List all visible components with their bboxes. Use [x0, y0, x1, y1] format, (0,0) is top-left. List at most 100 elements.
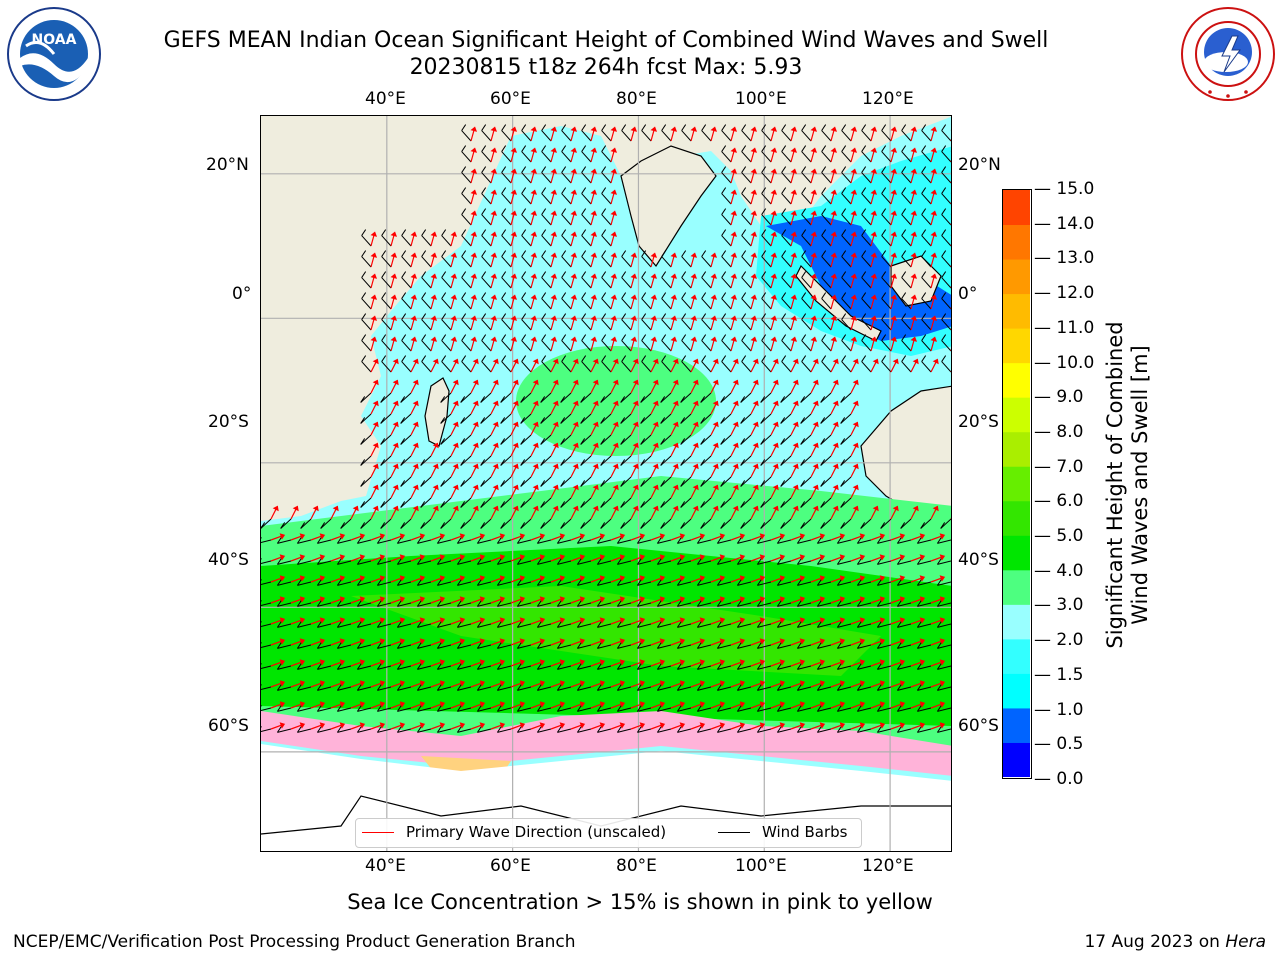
wind-barb-shaft: [677, 539, 692, 544]
wind-barb-shaft: [677, 581, 692, 586]
wave-arrow-head: [599, 554, 606, 561]
wave-arrow-head: [710, 126, 718, 132]
wave-direction-arrow: [430, 445, 437, 457]
wind-barb-flag: [740, 396, 746, 403]
wave-direction-arrow: [930, 172, 935, 184]
lat-label-left-60s: 60°S: [208, 716, 249, 736]
wind-barb-flag: [701, 355, 707, 362]
wind-barb-flag: [700, 501, 706, 508]
wind-barb-flag: [501, 166, 507, 173]
wave-direction-arrow: [350, 640, 362, 646]
wind-barb-flag: [861, 292, 867, 299]
wind-barb-flag: [700, 522, 706, 529]
wave-direction-arrow: [770, 403, 777, 415]
wind-barb-shaft: [801, 193, 812, 205]
wave-arrow-head: [890, 126, 898, 132]
wave-direction-arrow: [650, 445, 657, 457]
wind-barb-shaft: [780, 434, 792, 445]
wind-barb-flag: [816, 663, 822, 670]
wave-arrow-head: [470, 189, 478, 195]
wind-barb-flag: [661, 271, 667, 278]
wind-barb-flag: [656, 663, 662, 670]
wave-direction-arrow: [610, 172, 615, 184]
wave-arrow-head: [492, 379, 499, 386]
wave-arrow-head: [810, 294, 818, 300]
wave-arrow-head: [890, 231, 898, 237]
wind-barb-shaft: [261, 707, 272, 711]
wind-barb-flag: [780, 438, 786, 445]
wind-barb-flag: [661, 292, 667, 299]
wave-arrow-head: [352, 505, 359, 512]
wind-barb-flag: [936, 726, 942, 733]
wind-barb-flag: [640, 522, 646, 529]
wave-arrow-head: [639, 659, 646, 666]
wind-barb-shaft: [721, 340, 732, 352]
wave-direction-arrow: [690, 577, 702, 583]
wind-barb-shaft: [601, 214, 612, 226]
wind-barb-shaft: [501, 256, 512, 268]
wave-arrow-head: [550, 126, 558, 132]
wind-barb-flag: [541, 334, 547, 341]
wind-barb-flag: [420, 522, 426, 529]
wave-arrow-head: [379, 575, 386, 582]
wind-barb-shaft: [677, 728, 692, 733]
wave-arrow-head: [272, 505, 279, 512]
wave-arrow-head: [512, 358, 519, 365]
wave-direction-arrow: [730, 598, 742, 604]
wind-barb-flag: [520, 501, 526, 508]
wind-barb-shaft: [840, 392, 852, 403]
wave-direction-arrow: [390, 598, 402, 604]
wave-arrow-head: [419, 575, 426, 582]
wave-arrow-head: [879, 722, 886, 729]
wave-arrow-head: [490, 273, 498, 279]
wave-arrow-head: [299, 575, 306, 582]
wave-direction-arrow: [530, 703, 542, 709]
wind-barb-flag: [780, 522, 786, 529]
wave-arrow-head: [832, 463, 839, 470]
wind-barb-shaft: [621, 298, 632, 310]
wave-arrow-head: [912, 358, 919, 365]
wave-direction-arrow: [790, 682, 802, 688]
wind-barb-shaft: [501, 361, 512, 373]
wind-barb-shaft: [637, 560, 652, 565]
wind-barb-flag: [816, 726, 822, 733]
wind-barb-shaft: [261, 560, 272, 564]
wave-arrow-head: [879, 617, 886, 624]
wave-direction-arrow: [450, 487, 457, 499]
wind-barb-flag: [296, 600, 302, 607]
wind-barb-flag: [700, 438, 706, 445]
wind-barb-shaft: [497, 686, 512, 691]
wind-barb-shaft: [620, 392, 632, 403]
wind-barb-shaft: [417, 665, 432, 670]
wave-direction-arrow: [770, 214, 775, 226]
wave-patch-3-4m: [516, 346, 716, 456]
wind-barb-shaft: [717, 560, 732, 565]
wave-direction-arrow: [390, 535, 402, 541]
wave-direction-arrow: [490, 298, 495, 310]
wind-barb-shaft: [737, 560, 752, 565]
wind-barb-shaft: [521, 130, 532, 142]
wind-barb-flag: [621, 124, 627, 131]
wave-direction-arrow: [430, 724, 442, 730]
wave-direction-arrow: [890, 703, 902, 709]
wind-barb-shaft: [821, 298, 832, 310]
wave-arrow-head: [590, 273, 598, 279]
wave-arrow-head: [519, 680, 526, 687]
wave-arrow-head: [759, 617, 766, 624]
wind-barb-shaft: [661, 256, 672, 268]
wave-direction-arrow: [530, 340, 535, 352]
wind-barb-shaft: [441, 361, 452, 373]
wave-direction-arrow: [590, 340, 595, 352]
wave-direction-arrow: [690, 424, 697, 436]
wave-arrow-head: [439, 596, 446, 603]
wind-barb-flag: [780, 501, 786, 508]
wave-arrow-head: [659, 617, 666, 624]
wave-direction-arrow: [510, 577, 522, 583]
wave-arrow-head: [592, 463, 599, 470]
wind-barb-shaft: [561, 340, 572, 352]
wave-direction-arrow: [570, 445, 577, 457]
wind-barb-shaft: [360, 497, 372, 508]
wave-arrow-head: [939, 722, 946, 729]
wave-arrow-head: [479, 575, 486, 582]
wind-barb-flag: [360, 417, 366, 424]
